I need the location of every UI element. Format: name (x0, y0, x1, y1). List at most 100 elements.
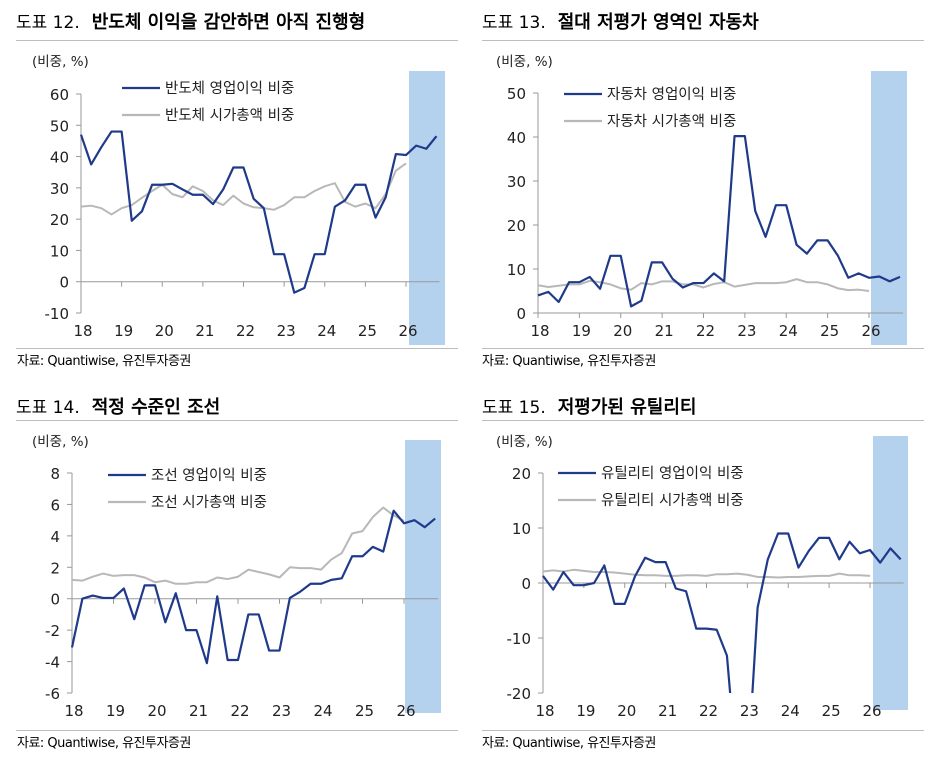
mcap-share-line (542, 568, 871, 579)
legend-label: 유틸리티 시가총액 비중 (601, 492, 744, 509)
source-note: 자료: Quantiwise, 유진투자증권 (17, 736, 191, 751)
figure-title: 절대 저평가 영역인 자동차 (557, 12, 759, 33)
x-tick-label: 24 (313, 702, 332, 720)
mcap-share-line (71, 506, 405, 585)
x-tick-label: 21 (189, 702, 208, 720)
x-tick-label: 21 (658, 702, 677, 720)
y-tick-label: 4 (50, 528, 60, 546)
legend-label: 조선 영업이익 비중 (151, 467, 267, 484)
forecast-band (873, 436, 908, 710)
y-tick-label: -4 (45, 654, 60, 672)
chart-title-13: 도표 13. 절대 저평가 영역인 자동차 (482, 8, 759, 34)
x-tick-label: 25 (820, 322, 839, 340)
divider (482, 348, 924, 349)
y-tick-label: 10 (512, 520, 531, 538)
x-tick-label: 19 (106, 702, 125, 720)
y-tick-label: 50 (50, 117, 69, 135)
figure-title: 저평가된 유틸리티 (557, 397, 697, 418)
x-tick-label: 19 (572, 322, 591, 340)
x-tick-label: 21 (655, 322, 674, 340)
x-tick-label: 23 (277, 322, 296, 340)
source-note: 자료: Quantiwise, 유진투자증권 (17, 354, 191, 369)
y-tick-label: 0 (516, 305, 526, 323)
y-tick-label: 20 (507, 217, 526, 235)
divider (16, 40, 458, 41)
divider (16, 348, 458, 349)
divider (482, 420, 924, 421)
x-tick-label: 24 (781, 702, 800, 720)
y-axis-label: (비중, %) (32, 434, 89, 450)
y-tick-label: 0 (521, 575, 531, 593)
x-tick-label: 20 (617, 702, 636, 720)
x-tick-label: 25 (358, 322, 377, 340)
legend-label: 반도체 영업이익 비중 (165, 80, 294, 97)
x-tick-label: 19 (114, 322, 133, 340)
y-tick-label: 20 (512, 465, 531, 483)
y-tick-label: -6 (45, 685, 60, 703)
chart-title-15: 도표 15. 저평가된 유틸리티 (482, 393, 696, 419)
x-tick-label: 18 (73, 322, 92, 340)
y-tick-label: 0 (59, 274, 69, 292)
profit-share-line (537, 135, 901, 308)
y-tick-label: 30 (50, 180, 69, 198)
y-tick-label: 60 (50, 86, 69, 104)
divider (16, 420, 458, 421)
y-tick-label: 8 (50, 465, 60, 483)
x-tick-label: 18 (64, 702, 83, 720)
chart-1: 50 40 30 20 10 018 19 20 21 22 23 24 25 26 (비중, %) 자동차 … (496, 54, 907, 345)
y-axis-label: (비중, %) (496, 54, 553, 70)
figure-number: 도표 12. (16, 13, 80, 33)
y-tick-label: 50 (507, 85, 526, 103)
profit-share-line (70, 509, 436, 665)
x-tick-label: 20 (613, 322, 632, 340)
x-tick-label: 23 (740, 702, 759, 720)
x-tick-label: 20 (155, 322, 174, 340)
x-tick-label: 23 (272, 702, 291, 720)
x-tick-label: 19 (576, 702, 595, 720)
y-tick-label: -20 (507, 685, 532, 703)
y-tick-label: 10 (507, 261, 526, 279)
y-tick-label: 0 (50, 591, 60, 609)
y-tick-label: 6 (50, 496, 60, 514)
y-tick-label: 30 (507, 173, 526, 191)
x-tick-label: 22 (230, 702, 249, 720)
y-tick-label: 10 (50, 242, 69, 260)
x-tick-label: 24 (317, 322, 336, 340)
legend-label: 조선 시가총액 비중 (151, 494, 267, 511)
x-tick-label: 22 (696, 322, 715, 340)
y-tick-label: -2 (45, 622, 60, 640)
x-tick-label: 25 (822, 702, 841, 720)
source-note: 자료: Quantiwise, 유진투자증권 (482, 736, 656, 751)
chart-title-14: 도표 14. 적정 수준인 조선 (16, 393, 220, 419)
x-tick-label: 20 (147, 702, 166, 720)
divider (482, 40, 924, 41)
x-tick-label: 23 (737, 322, 756, 340)
forecast-band (405, 440, 441, 713)
y-tick-label: 2 (50, 559, 60, 577)
y-tick-label: -10 (507, 630, 532, 648)
y-tick-label: 40 (507, 129, 526, 147)
mcap-share-line (537, 278, 870, 292)
profit-share-line (542, 532, 902, 693)
figure-number: 도표 15. (482, 398, 546, 418)
source-note: 자료: Quantiwise, 유진투자증권 (482, 354, 656, 369)
x-tick-label: 26 (862, 702, 881, 720)
x-tick-label: 18 (535, 702, 554, 720)
figure-title: 적정 수준인 조선 (91, 397, 221, 418)
y-tick-label: -10 (45, 305, 70, 323)
y-tick-label: 40 (50, 149, 69, 167)
x-tick-label: 25 (355, 702, 374, 720)
divider (482, 730, 924, 731)
forecast-band (409, 71, 445, 345)
divider (16, 730, 458, 731)
x-tick-label: 26 (396, 702, 415, 720)
chart-title-12: 도표 12. 반도체 이익을 감안하면 아직 진행형 (16, 8, 365, 34)
figure-number: 도표 13. (482, 13, 546, 33)
legend-label: 유틸리티 영업이익 비중 (601, 465, 744, 482)
y-axis-label: (비중, %) (32, 54, 89, 70)
figure-number: 도표 14. (16, 398, 80, 418)
